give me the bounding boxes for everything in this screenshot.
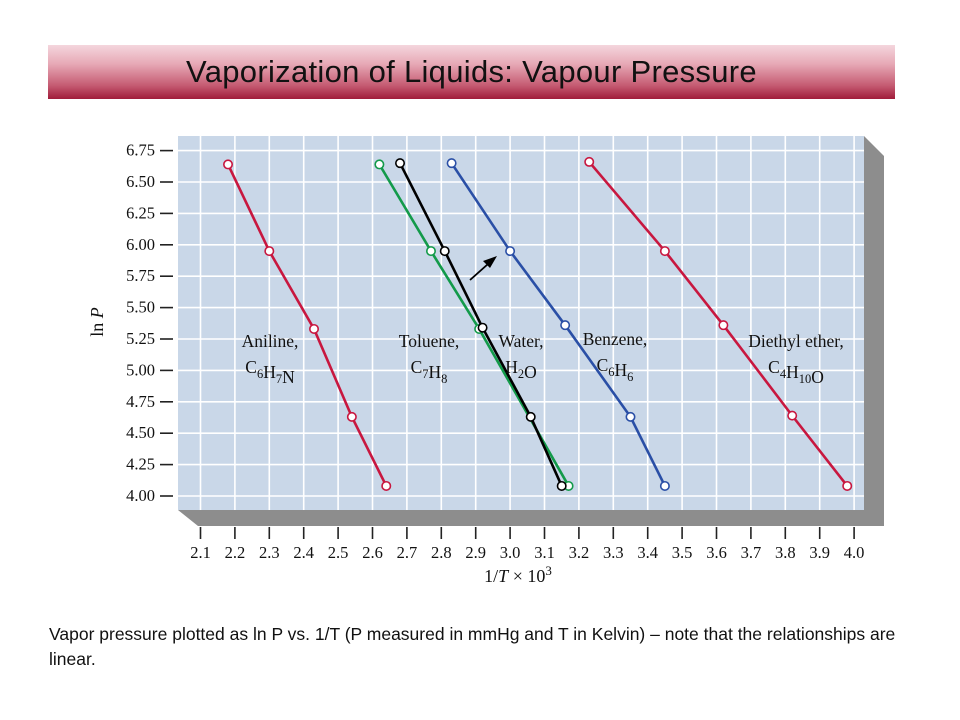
x-tick-label: 2.5 bbox=[328, 543, 349, 562]
x-tick-label: 2.6 bbox=[362, 543, 383, 562]
y-tick-label: 4.50 bbox=[126, 423, 155, 442]
arrow-head bbox=[483, 256, 497, 268]
x-tick-label: 3.2 bbox=[569, 543, 590, 562]
data-point bbox=[525, 411, 536, 422]
y-tick-label: 6.75 bbox=[126, 141, 155, 160]
series-label-benzene: Benzene, C6H6 bbox=[583, 329, 648, 384]
data-point bbox=[346, 411, 357, 422]
data-point bbox=[718, 320, 729, 331]
x-axis-label: 1/T × 103 bbox=[484, 563, 552, 586]
series-benzene bbox=[446, 158, 670, 491]
data-point bbox=[439, 246, 450, 257]
vapour-pressure-chart: 4.00 4.25 4.50 4.75 5.00 5.25 5.50 5.75 6.00 6.25… bbox=[87, 136, 884, 586]
y-tick-label: 6.25 bbox=[126, 203, 155, 222]
data-point bbox=[505, 246, 516, 257]
series-diethyl-ether bbox=[584, 156, 853, 491]
x-tick-label: 3.5 bbox=[672, 543, 693, 562]
y-tick-label: 5.50 bbox=[126, 298, 155, 317]
data-point bbox=[787, 410, 798, 421]
series-name-label: Aniline, bbox=[242, 331, 299, 351]
title-bar: Vaporization of Liquids: Vapour Pressure bbox=[48, 45, 895, 99]
y-tick-label: 4.00 bbox=[126, 486, 155, 505]
series-name-label: Water, bbox=[498, 331, 543, 351]
data-point bbox=[842, 480, 853, 491]
y-tick-label: 5.75 bbox=[126, 266, 155, 285]
data-point bbox=[556, 480, 567, 491]
x-tick-label: 3.4 bbox=[637, 543, 658, 562]
data-point bbox=[560, 320, 571, 331]
series-name-label: Benzene, bbox=[583, 329, 648, 349]
x-tick-label: 2.4 bbox=[293, 543, 314, 562]
y-tick-label: 4.75 bbox=[126, 392, 155, 411]
series-aniline bbox=[223, 159, 392, 491]
arrow-shaft bbox=[469, 263, 489, 281]
slide-caption: Vapor pressure plotted as ln P vs. 1/T (… bbox=[49, 624, 896, 669]
series-name-label: Diethyl ether, bbox=[748, 331, 844, 351]
series-label-water: Water, H2O bbox=[498, 331, 543, 382]
y-tick-label: 5.00 bbox=[126, 360, 155, 379]
y-axis: 4.00 4.25 4.50 4.75 5.00 5.25 5.50 5.75 6.00 6.25… bbox=[126, 141, 173, 505]
series-name-label: Toluene, bbox=[399, 331, 460, 351]
x-tick-label: 3.7 bbox=[741, 543, 762, 562]
data-point bbox=[477, 322, 488, 333]
series-formula-label: C7H8 bbox=[411, 357, 448, 386]
slide-title: Vaporization of Liquids: Vapour Pressure bbox=[186, 54, 757, 89]
x-tick-label: 2.3 bbox=[259, 543, 280, 562]
series-label-aniline: Aniline, C6H7N bbox=[242, 331, 299, 387]
x-tick-label: 3.8 bbox=[775, 543, 796, 562]
series-formula-label: C6H7N bbox=[245, 357, 295, 387]
series-formula-label: C4H10O bbox=[768, 357, 824, 387]
y-tick-label: 5.25 bbox=[126, 329, 155, 348]
x-axis: 2.1 2.2 2.3 2.4 2.5 2.6 2.7 2.8 2.9 3.0 3.1 3.2 3.3 3… bbox=[190, 527, 864, 562]
data-point bbox=[223, 159, 234, 170]
data-point bbox=[659, 480, 670, 491]
x-tick-label: 3.9 bbox=[809, 543, 830, 562]
series-formula-label: H2O bbox=[505, 357, 537, 382]
series-label-toluene: Toluene, C7H8 bbox=[399, 331, 460, 386]
y-gridlines bbox=[178, 149, 864, 497]
x-tick-label: 3.1 bbox=[534, 543, 555, 562]
series-label-diethyl-ether: Diethyl ether, C4H10O bbox=[748, 331, 844, 387]
series-formula-label: C6H6 bbox=[597, 355, 634, 384]
data-point bbox=[374, 159, 385, 170]
y-tick-label: 6.50 bbox=[126, 172, 155, 191]
data-point bbox=[381, 480, 392, 491]
series-water bbox=[395, 158, 567, 491]
data-point bbox=[659, 246, 670, 257]
y-tick-label: 6.00 bbox=[126, 235, 155, 254]
x-tick-label: 3.0 bbox=[500, 543, 521, 562]
data-point bbox=[446, 158, 457, 169]
x-tick-label: 2.1 bbox=[190, 543, 211, 562]
data-point bbox=[395, 158, 406, 169]
x-tick-label: 2.7 bbox=[397, 543, 418, 562]
x-tick-label: 3.3 bbox=[603, 543, 624, 562]
x-gridlines bbox=[199, 136, 855, 510]
series-line bbox=[378, 163, 570, 487]
data-point bbox=[584, 156, 595, 167]
x-tick-label: 3.6 bbox=[706, 543, 727, 562]
data-point bbox=[309, 323, 320, 334]
x-tick-label: 2.2 bbox=[225, 543, 246, 562]
water-arrow bbox=[469, 256, 497, 281]
y-axis-label: ln P bbox=[87, 307, 107, 337]
data-point bbox=[625, 411, 636, 422]
data-point bbox=[264, 246, 275, 257]
x-tick-label: 4.0 bbox=[844, 543, 865, 562]
data-point bbox=[425, 246, 436, 257]
x-tick-label: 2.9 bbox=[465, 543, 486, 562]
x-tick-label: 2.8 bbox=[431, 543, 452, 562]
plot-panel bbox=[178, 136, 864, 510]
y-tick-label: 4.25 bbox=[126, 455, 155, 474]
